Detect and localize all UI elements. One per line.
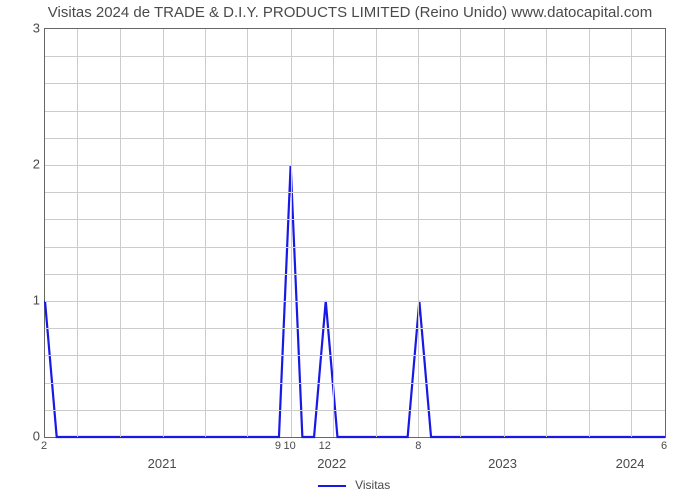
gridline-horizontal <box>45 247 665 248</box>
chart-container: Visitas 2024 de TRADE & D.I.Y. PRODUCTS … <box>0 0 700 500</box>
gridline-vertical <box>504 29 505 437</box>
gridline-horizontal <box>45 410 665 411</box>
gridline-horizontal <box>45 274 665 275</box>
gridline-vertical <box>546 29 547 437</box>
gridline-vertical <box>247 29 248 437</box>
gridline-horizontal <box>45 301 665 302</box>
x-tick-minor: 8 <box>415 440 421 452</box>
x-tick-minor: 6 <box>661 440 667 452</box>
gridline-vertical <box>163 29 164 437</box>
gridline-vertical <box>205 29 206 437</box>
gridline-vertical <box>77 29 78 437</box>
gridline-horizontal <box>45 165 665 166</box>
x-tick-minor: 10 <box>284 440 296 452</box>
gridline-vertical <box>418 29 419 437</box>
legend: Visitas <box>44 478 664 492</box>
gridline-horizontal <box>45 192 665 193</box>
gridline-horizontal <box>45 56 665 57</box>
y-tick-label: 2 <box>0 157 40 172</box>
x-tick-major: 2023 <box>488 456 517 471</box>
gridline-horizontal <box>45 138 665 139</box>
x-tick-major: 2021 <box>148 456 177 471</box>
gridline-horizontal <box>45 219 665 220</box>
series-line <box>45 29 665 437</box>
plot-area <box>44 28 666 438</box>
y-tick-label: 1 <box>0 293 40 308</box>
y-tick-label: 0 <box>0 429 40 444</box>
x-tick-major: 2024 <box>616 456 645 471</box>
gridline-vertical <box>631 29 632 437</box>
gridline-horizontal <box>45 111 665 112</box>
x-tick-major: 2022 <box>317 456 346 471</box>
x-tick-minor: 12 <box>319 440 331 452</box>
x-tick-minor: 2 <box>41 440 47 452</box>
gridline-vertical <box>589 29 590 437</box>
y-tick-label: 3 <box>0 21 40 36</box>
gridline-horizontal <box>45 328 665 329</box>
gridline-horizontal <box>45 83 665 84</box>
gridline-horizontal <box>45 355 665 356</box>
gridline-vertical <box>120 29 121 437</box>
x-tick-minor: 9 <box>275 440 281 452</box>
chart-title: Visitas 2024 de TRADE & D.I.Y. PRODUCTS … <box>0 4 700 21</box>
gridline-vertical <box>333 29 334 437</box>
legend-label: Visitas <box>355 478 390 492</box>
gridline-vertical <box>460 29 461 437</box>
gridline-horizontal <box>45 383 665 384</box>
gridline-vertical <box>376 29 377 437</box>
gridline-vertical <box>291 29 292 437</box>
legend-swatch <box>318 485 346 487</box>
